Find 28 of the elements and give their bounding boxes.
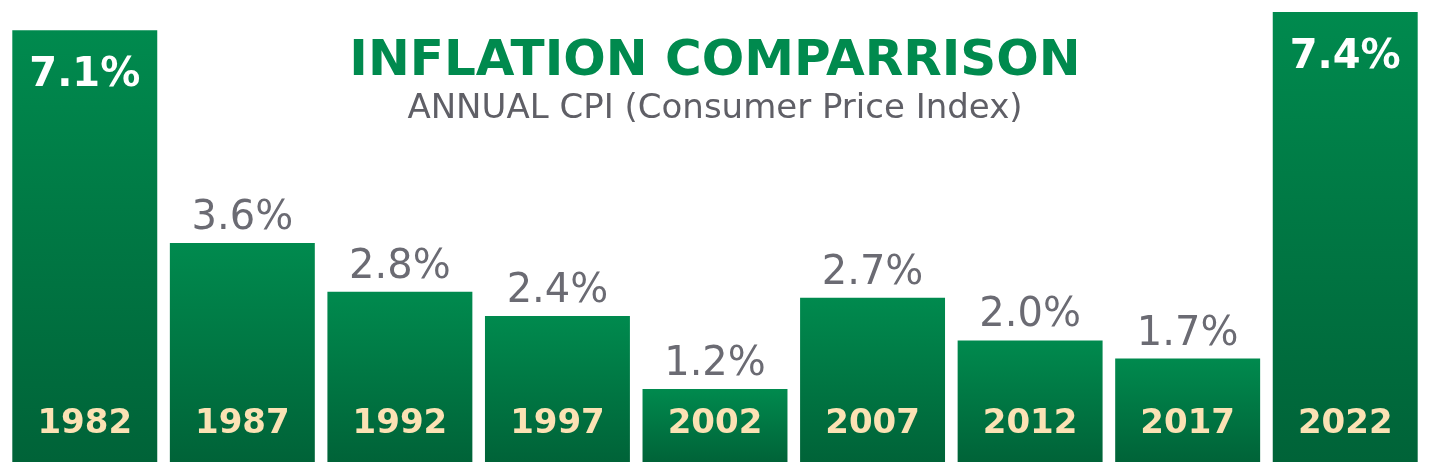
data-label: 2.0%: [979, 289, 1081, 336]
data-label: 2.4%: [506, 265, 609, 312]
x-tick-label: 2012: [982, 401, 1078, 441]
x-tick-label: 2007: [825, 401, 920, 441]
bar: [1272, 12, 1418, 462]
x-tick-label: 1997: [510, 401, 605, 441]
x-tick-label: 1982: [37, 401, 133, 441]
x-tick-label: 2022: [1297, 401, 1393, 441]
bar: [484, 316, 630, 462]
x-tick-label: 1992: [352, 401, 448, 441]
data-label: 7.1%: [29, 49, 141, 96]
data-label: 2.7%: [821, 246, 924, 293]
bar: [169, 243, 315, 462]
x-tick-label: 2002: [667, 401, 763, 441]
text: ANNUAL CPI (Consumer Price Index): [407, 86, 1023, 126]
x-tick-label: 2017: [1140, 401, 1235, 441]
data-label: 1.7%: [1136, 307, 1239, 354]
bar: [327, 291, 473, 462]
bar: [12, 30, 158, 462]
chart-title: INFLATION COMPARRISON: [349, 29, 1081, 87]
bar: [800, 297, 946, 462]
data-label: 2.8%: [349, 240, 451, 287]
data-label: 7.4%: [1289, 31, 1401, 77]
bar: [1115, 358, 1261, 462]
data-label: 3.6%: [191, 192, 294, 239]
x-tick-label: 1987: [195, 401, 290, 441]
bar: [957, 340, 1103, 462]
data-label: 1.2%: [664, 338, 766, 385]
